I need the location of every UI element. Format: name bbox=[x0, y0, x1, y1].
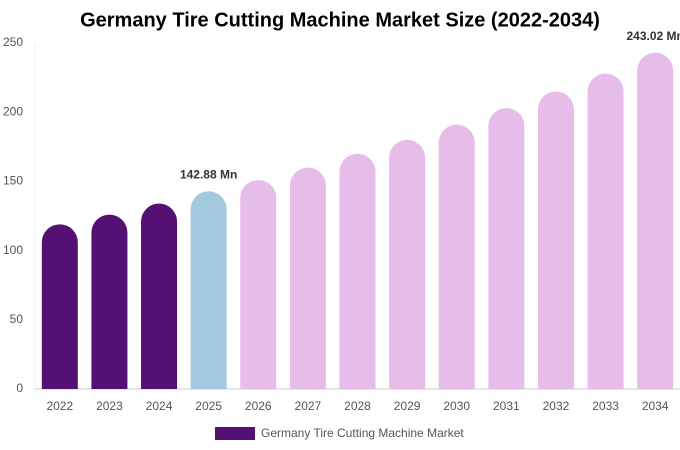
chart-title: Germany Tire Cutting Machine Market Size… bbox=[80, 9, 600, 31]
y-tick-label: 0 bbox=[16, 381, 23, 395]
legend-swatch bbox=[215, 427, 255, 440]
bar bbox=[91, 214, 128, 389]
y-tick-label: 200 bbox=[3, 104, 23, 118]
x-tick-label: 2033 bbox=[592, 399, 619, 413]
x-tick-label: 2034 bbox=[642, 399, 669, 413]
x-tick-label: 2029 bbox=[394, 399, 421, 413]
x-tick-label: 2030 bbox=[443, 399, 470, 413]
x-tick-label: 2026 bbox=[245, 399, 272, 413]
y-tick-label: 250 bbox=[3, 35, 23, 49]
bar bbox=[141, 203, 178, 389]
x-tick-label: 2024 bbox=[146, 399, 173, 413]
bar bbox=[537, 91, 574, 390]
data-label: 243.02 Mn bbox=[627, 29, 680, 43]
data-label: 142.88 Mn bbox=[180, 167, 237, 181]
y-tick-label: 150 bbox=[3, 174, 23, 188]
y-tick-label: 100 bbox=[3, 243, 23, 257]
bar bbox=[240, 180, 277, 389]
bar bbox=[587, 73, 624, 389]
bar bbox=[339, 153, 376, 389]
bar bbox=[488, 108, 525, 390]
y-tick-label: 50 bbox=[10, 312, 24, 326]
x-tick-label: 2031 bbox=[493, 399, 520, 413]
bar bbox=[41, 224, 78, 389]
x-tick-label: 2025 bbox=[195, 399, 222, 413]
bar bbox=[438, 124, 475, 389]
bar bbox=[289, 167, 326, 389]
x-tick-label: 2023 bbox=[96, 399, 123, 413]
bar bbox=[190, 191, 227, 389]
legend-label: Germany Tire Cutting Machine Market bbox=[261, 426, 464, 440]
bar bbox=[637, 52, 674, 390]
x-tick-label: 2028 bbox=[344, 399, 371, 413]
bar bbox=[389, 139, 426, 389]
x-tick-label: 2022 bbox=[46, 399, 73, 413]
x-tick-label: 2032 bbox=[543, 399, 570, 413]
x-tick-label: 2027 bbox=[295, 399, 322, 413]
